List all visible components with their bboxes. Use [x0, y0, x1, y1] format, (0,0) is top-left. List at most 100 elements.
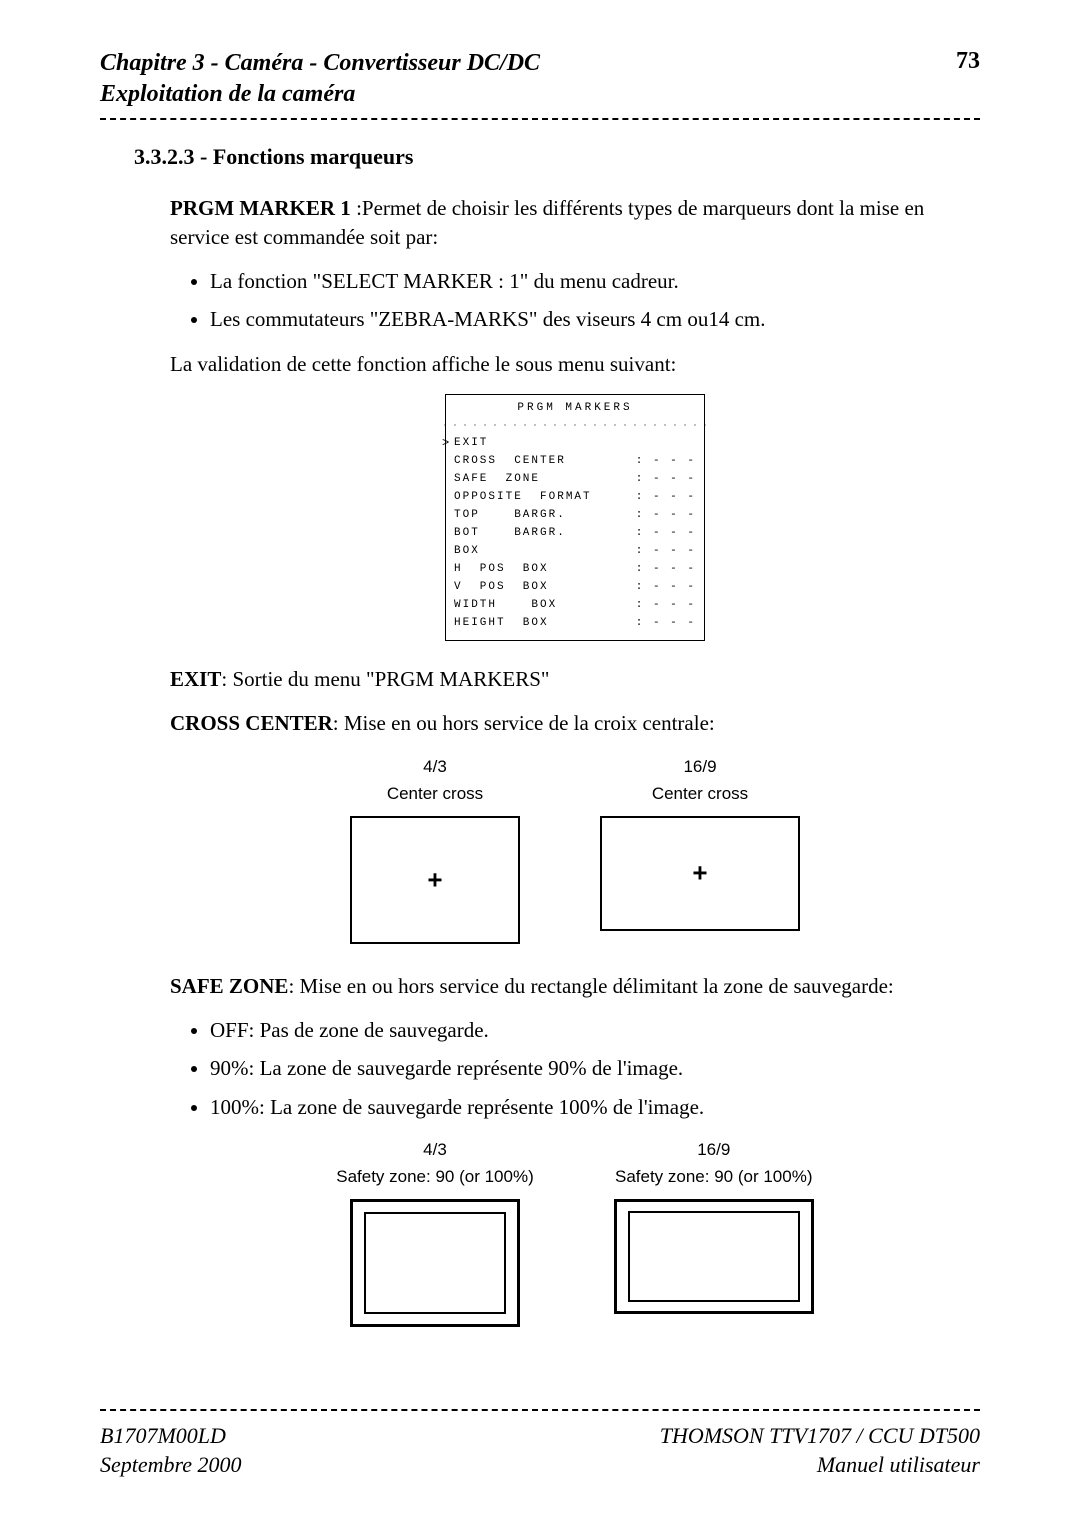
sz-inner-box — [364, 1212, 506, 1314]
menu-label: TOP BARGR. — [454, 508, 566, 523]
menu-value: : - - - — [636, 454, 696, 469]
menu-label: OPPOSITE FORMAT — [454, 490, 592, 505]
footer-right: THOMSON TTV1707 / CCU DT500 Manuel utili… — [660, 1421, 980, 1480]
doc-date: Septembre 2000 — [100, 1450, 242, 1480]
bullet-item: Les commutateurs "ZEBRA-MARKS" des viseu… — [210, 305, 980, 333]
bullet-text: : Pas de zone de sauvegarde. — [249, 1018, 489, 1042]
menu-label: V POS BOX — [454, 580, 549, 595]
plus-icon: + — [692, 855, 707, 890]
center-cross-figure: 4/3 Center cross + 16/9 Center cross + — [170, 756, 980, 944]
marker-bullets: La fonction "SELECT MARKER : 1" du menu … — [210, 267, 980, 334]
menu-box: > PRGM MARKERS EXIT CROSS CENTER: - - - … — [445, 394, 705, 641]
menu-value: : - - - — [636, 616, 696, 631]
menu-label: WIDTH BOX — [454, 598, 557, 613]
page: Chapitre 3 - Caméra - Convertisseur DC/D… — [0, 0, 1080, 1528]
page-number: 73 — [956, 48, 980, 75]
prgm-marker-para: PRGM MARKER 1 :Permet de choisir les dif… — [170, 194, 980, 251]
safe-zone-para: SAFE ZONE: Mise en ou hors service du re… — [170, 972, 980, 1000]
prgm-marker-label: PRGM MARKER 1 — [170, 196, 351, 220]
safe-zone-desc: : Mise en ou hors service du rectangle d… — [288, 974, 893, 998]
header-divider — [100, 118, 980, 120]
menu-row: SAFE ZONE : - - - — [454, 470, 696, 488]
cross-center-para: CROSS CENTER: Mise en ou hors service de… — [170, 709, 980, 737]
menu-divider — [440, 422, 710, 428]
sz-box-16-9 — [614, 1199, 814, 1314]
footer-row: B1707M00LD Septembre 2000 THOMSON TTV170… — [100, 1421, 980, 1480]
fig-caption: Safety zone: 90 (or 100%) — [336, 1166, 534, 1189]
product-name: THOMSON TTV1707 / CCU DT500 — [660, 1421, 980, 1451]
menu-row: BOT BARGR. : - - - — [454, 524, 696, 542]
menu-title: PRGM MARKERS — [454, 401, 696, 416]
menu-label: SAFE ZONE — [454, 472, 540, 487]
doc-type: Manuel utilisateur — [660, 1450, 980, 1480]
chapter-subtitle: Exploitation de la caméra — [100, 79, 540, 110]
ratio-label: 16/9 — [614, 1139, 814, 1162]
menu-row: BOX : - - - — [454, 542, 696, 560]
menu-value: : - - - — [636, 598, 696, 613]
body: PRGM MARKER 1 :Permet de choisir les dif… — [170, 194, 980, 1326]
bullet-text: : La zone de sauvegarde représente 90% d… — [249, 1056, 684, 1080]
menu-row: WIDTH BOX : - - - — [454, 596, 696, 614]
menu-label: BOT BARGR. — [454, 526, 566, 541]
bullet-item: 90%: La zone de sauvegarde représente 90… — [210, 1054, 980, 1082]
doc-ref: B1707M00LD — [100, 1421, 242, 1451]
menu-row: EXIT — [454, 434, 696, 452]
bullet-text: : La zone de sauvegarde représente 100% … — [259, 1095, 704, 1119]
cross-center-label: CROSS CENTER — [170, 711, 333, 735]
safe-zone-label: SAFE ZONE — [170, 974, 288, 998]
bullet-bold: OFF — [210, 1018, 249, 1042]
menu-value: : - - - — [636, 580, 696, 595]
sz-fig-left: 4/3 Safety zone: 90 (or 100%) — [336, 1139, 534, 1327]
header-titles: Chapitre 3 - Caméra - Convertisseur DC/D… — [100, 48, 540, 110]
ratio-label: 4/3 — [350, 756, 520, 779]
menu-value: : - - - — [636, 472, 696, 487]
bullet-item: OFF: Pas de zone de sauvegarde. — [210, 1016, 980, 1044]
chapter-title: Chapitre 3 - Caméra - Convertisseur DC/D… — [100, 48, 540, 79]
sz-box-4-3 — [350, 1199, 520, 1327]
ratio-label: 16/9 — [600, 756, 800, 779]
ratio-label: 4/3 — [336, 1139, 534, 1162]
menu-row: CROSS CENTER : - - - — [454, 452, 696, 470]
header: Chapitre 3 - Caméra - Convertisseur DC/D… — [100, 48, 980, 110]
bullet-bold: 90% — [210, 1056, 249, 1080]
bullet-bold: 100% — [210, 1095, 259, 1119]
safe-zone-figure: 4/3 Safety zone: 90 (or 100%) 16/9 Safet… — [170, 1139, 980, 1327]
plus-icon: + — [427, 862, 442, 897]
cc-fig-left: 4/3 Center cross + — [350, 756, 520, 944]
box-16-9: + — [600, 816, 800, 931]
cc-fig-right: 16/9 Center cross + — [600, 756, 800, 944]
menu-label: H POS BOX — [454, 562, 549, 577]
menu-label: BOX — [454, 544, 480, 559]
exit-label: EXIT — [170, 667, 221, 691]
menu-label: HEIGHT BOX — [454, 616, 549, 631]
menu-value: : - - - — [636, 490, 696, 505]
menu-label: CROSS CENTER — [454, 454, 566, 469]
fig-caption: Safety zone: 90 (or 100%) — [614, 1166, 814, 1189]
menu-row: HEIGHT BOX : - - - — [454, 614, 696, 632]
fig-caption: Center cross — [350, 783, 520, 806]
validation-text: La validation de cette fonction affiche … — [170, 350, 980, 378]
sz-inner-box — [628, 1211, 800, 1302]
menu-wrap: > PRGM MARKERS EXIT CROSS CENTER: - - - … — [170, 394, 980, 641]
fig-caption: Center cross — [600, 783, 800, 806]
bullet-item: La fonction "SELECT MARKER : 1" du menu … — [210, 267, 980, 295]
menu-value: : - - - — [636, 526, 696, 541]
menu-value: : - - - — [636, 544, 696, 559]
box-4-3: + — [350, 816, 520, 944]
menu-row: H POS BOX : - - - — [454, 560, 696, 578]
menu-arrow-icon: > — [442, 435, 451, 451]
bullet-item: 100%: La zone de sauvegarde représente 1… — [210, 1093, 980, 1121]
footer-left: B1707M00LD Septembre 2000 — [100, 1421, 242, 1480]
section-title: 3.3.2.3 - Fonctions marqueurs — [134, 144, 980, 170]
menu-row: TOP BARGR. : - - - — [454, 506, 696, 524]
menu-row: V POS BOX : - - - — [454, 578, 696, 596]
menu-label: EXIT — [454, 436, 488, 451]
menu-value: : - - - — [636, 508, 696, 523]
menu-row: OPPOSITE FORMAT : - - - — [454, 488, 696, 506]
cross-center-desc: : Mise en ou hors service de la croix ce… — [333, 711, 715, 735]
exit-desc: : Sortie du menu "PRGM MARKERS" — [221, 667, 549, 691]
footer-divider — [100, 1409, 980, 1411]
footer: B1707M00LD Septembre 2000 THOMSON TTV170… — [100, 1409, 980, 1480]
menu-value: : - - - — [636, 562, 696, 577]
exit-para: EXIT: Sortie du menu "PRGM MARKERS" — [170, 665, 980, 693]
